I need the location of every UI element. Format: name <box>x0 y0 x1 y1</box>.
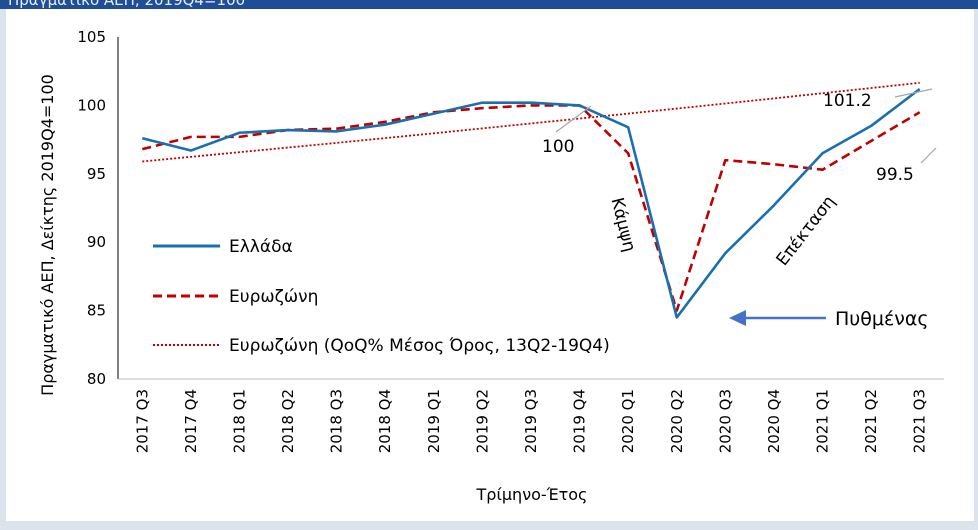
recession-label: Κάμψη <box>606 196 639 254</box>
y-tick-label: 100 <box>77 96 106 114</box>
legend: Ελλάδα Ευρωζώνη Ευρωζώνη (QoQ% Μέσος Όρο… <box>153 237 610 356</box>
x-tick-label: 2020 Q2 <box>668 389 686 453</box>
x-tick-label: 2019 Q2 <box>473 389 491 453</box>
x-tick-label: 2020 Q1 <box>619 389 637 453</box>
y-tick-label: 85 <box>87 302 106 320</box>
x-tick-label: 2020 Q3 <box>716 389 734 453</box>
series-line-0 <box>141 87 921 319</box>
leader-line-100 <box>555 105 592 133</box>
partial-title: Πραγματικό ΑΕΠ, 2019Q4=100 <box>8 0 246 9</box>
x-tick-label: 2019 Q4 <box>571 389 589 453</box>
x-axis-title: Τρίμηνο-Έτος <box>476 485 588 504</box>
legend-label-eurozone: Ευρωζώνη <box>229 287 318 307</box>
y-tick-labels: 80 85 90 95 100 105 <box>77 28 106 388</box>
legend-label-greece: Ελλάδα <box>229 237 293 257</box>
x-tick-label: 2021 Q1 <box>814 389 832 453</box>
x-tick-label: 2019 Q3 <box>522 389 540 453</box>
y-tick-label: 90 <box>87 233 106 251</box>
x-tick-labels: 2017 Q3 2017 Q4 2018 Q1 2018 Q2 2018 Q3 2018 … <box>133 389 928 453</box>
x-tick-label: 2018 Q2 <box>279 389 297 453</box>
x-tick-label: 2020 Q4 <box>765 389 783 453</box>
x-tick-label: 2021 Q2 <box>862 389 880 453</box>
x-tick-label: 2021 Q3 <box>911 389 929 453</box>
axes <box>117 37 944 380</box>
y-axis-title: Πραγματικό ΑΕΠ, Δείκτης 2019Q4=100 <box>38 74 57 396</box>
legend-label-eurozone-trend: Ευρωζώνη (QoQ% Μέσος Όρος, 13Q2-19Q4) <box>229 336 610 356</box>
series-line-1 <box>141 104 921 312</box>
y-tick-label: 105 <box>77 28 106 46</box>
y-tick-label: 80 <box>87 370 106 388</box>
trough-arrow-head <box>729 310 746 326</box>
label-99-5: 99.5 <box>876 165 914 185</box>
x-tick-label: 2018 Q3 <box>328 389 346 453</box>
title-strip: Πραγματικό ΑΕΠ, 2019Q4=100 <box>0 0 978 9</box>
y-tick-label: 95 <box>87 165 106 183</box>
x-tick-label: 2018 Q1 <box>230 389 248 453</box>
trough-label: Πυθμένας <box>835 308 929 330</box>
x-tick-label: 2017 Q3 <box>133 389 151 453</box>
leader-line-101-2 <box>894 88 933 98</box>
x-tick-label: 2018 Q4 <box>376 389 394 453</box>
series-line-2 <box>142 81 920 163</box>
label-101-2: 101.2 <box>823 91 872 111</box>
series-layer <box>141 81 921 319</box>
x-tick-label: 2019 Q1 <box>425 389 443 453</box>
x-tick-label: 2017 Q4 <box>182 389 200 453</box>
leader-line-99-5 <box>920 147 937 164</box>
label-100: 100 <box>542 137 574 157</box>
expansion-label: Επέκταση <box>773 192 840 270</box>
